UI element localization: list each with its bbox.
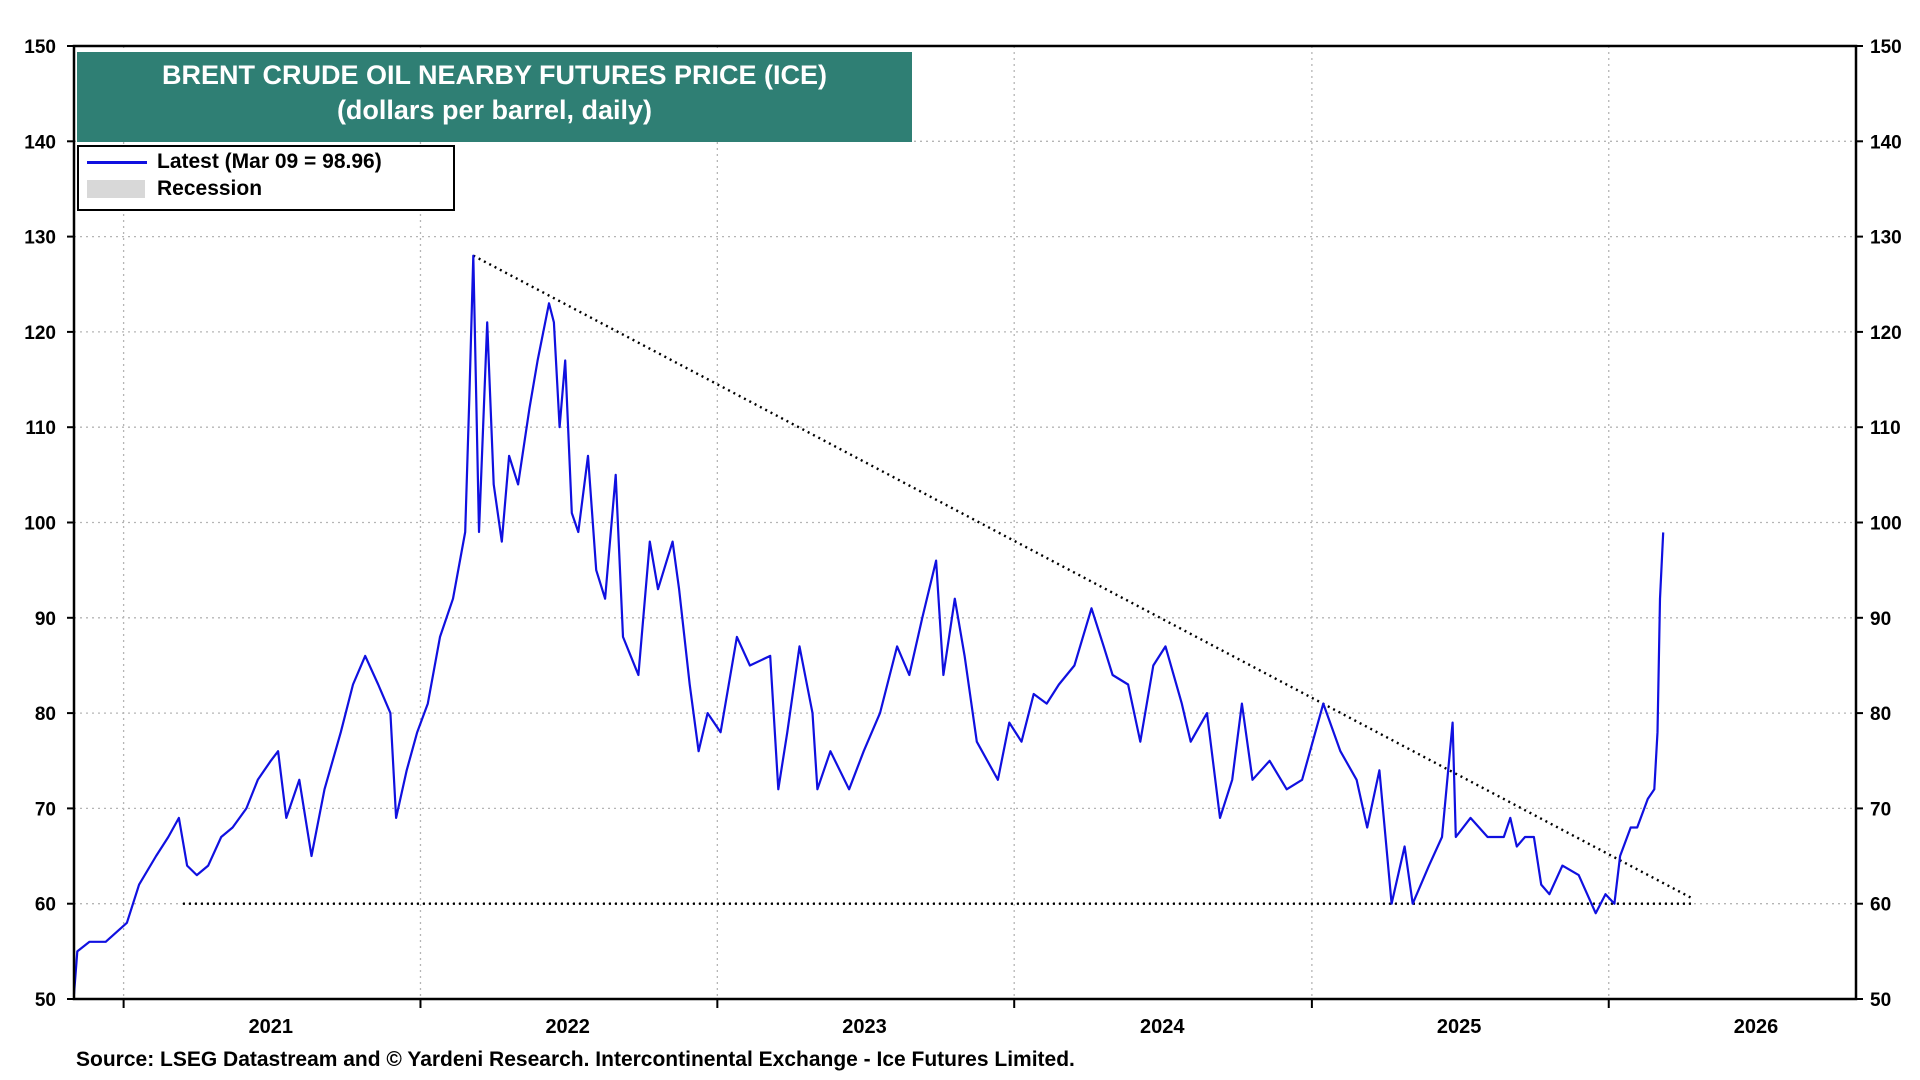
y-tick-label-right: 60 bbox=[1870, 895, 1891, 916]
y-tick-label-right: 140 bbox=[1870, 132, 1902, 153]
y-tick-label-right: 130 bbox=[1870, 228, 1902, 249]
y-tick-label-left: 60 bbox=[35, 895, 56, 916]
y-tick-label-left: 130 bbox=[24, 228, 56, 249]
x-axis: 2021 2022 2023 2024 2025 2026 bbox=[122, 999, 1779, 1038]
x-tick-label: 2024 bbox=[1140, 1016, 1185, 1038]
source-note: Source: LSEG Datastream and © Yardeni Re… bbox=[76, 1048, 1075, 1071]
legend-entry-latest: Latest (Mar 09 = 98.96) bbox=[87, 149, 382, 175]
legend: Latest (Mar 09 = 98.96) Recession bbox=[77, 145, 455, 211]
chart-title: BRENT CRUDE OIL NEARBY FUTURES PRICE (IC… bbox=[161, 60, 828, 90]
x-tick-label: 2022 bbox=[545, 1016, 590, 1038]
y-tick-label-left: 150 bbox=[24, 37, 56, 58]
y-tick-label-left: 90 bbox=[35, 609, 56, 630]
x-tick-label: 2021 bbox=[249, 1016, 294, 1038]
legend-swatch-recession bbox=[87, 180, 145, 198]
y-tick-label-left: 70 bbox=[35, 799, 56, 820]
y-tick-label-left: 50 bbox=[35, 990, 56, 1011]
series bbox=[72, 254, 1665, 995]
y-tick-label-left: 120 bbox=[24, 323, 56, 344]
y-tick-label-right: 50 bbox=[1870, 990, 1891, 1011]
chart-subtitle: (dollars per barrel, daily) bbox=[336, 95, 653, 125]
x-tick-label: 2023 bbox=[842, 1016, 887, 1038]
y-tick-label-left: 140 bbox=[24, 132, 56, 153]
y-tick-label-right: 90 bbox=[1870, 609, 1891, 630]
legend-swatch-latest bbox=[87, 160, 147, 164]
legend-label-latest: Latest (Mar 09 = 98.96) bbox=[157, 150, 382, 173]
trendline-dotted bbox=[472, 254, 1694, 900]
y-tick-label-right: 120 bbox=[1870, 323, 1902, 344]
y-tick-label-right: 150 bbox=[1870, 37, 1902, 58]
x-tick-label: 2026 bbox=[1734, 1016, 1779, 1038]
legend-label-recession: Recession bbox=[157, 177, 263, 200]
y-axis-left: 150 140 130 120 110 100 90 80 70 60 50 bbox=[24, 37, 74, 1011]
y-axis-right: 150 140 130 120 110 100 90 80 70 60 50 bbox=[1856, 37, 1902, 1011]
y-tick-label-right: 80 bbox=[1870, 704, 1891, 725]
y-tick-label-right: 100 bbox=[1870, 514, 1902, 535]
y-tick-label-right: 70 bbox=[1870, 799, 1891, 820]
annotations bbox=[182, 254, 1694, 905]
x-tick-label: 2025 bbox=[1437, 1016, 1482, 1038]
legend-entry-recession: Recession bbox=[87, 176, 262, 202]
series-line-brent bbox=[72, 254, 1665, 995]
y-tick-label-left: 80 bbox=[35, 704, 56, 725]
y-tick-label-left: 100 bbox=[24, 514, 56, 535]
chart-title-box: BRENT CRUDE OIL NEARBY FUTURES PRICE (IC… bbox=[77, 52, 912, 142]
y-tick-label-right: 110 bbox=[1870, 418, 1901, 439]
y-tick-label-left: 110 bbox=[25, 418, 56, 439]
